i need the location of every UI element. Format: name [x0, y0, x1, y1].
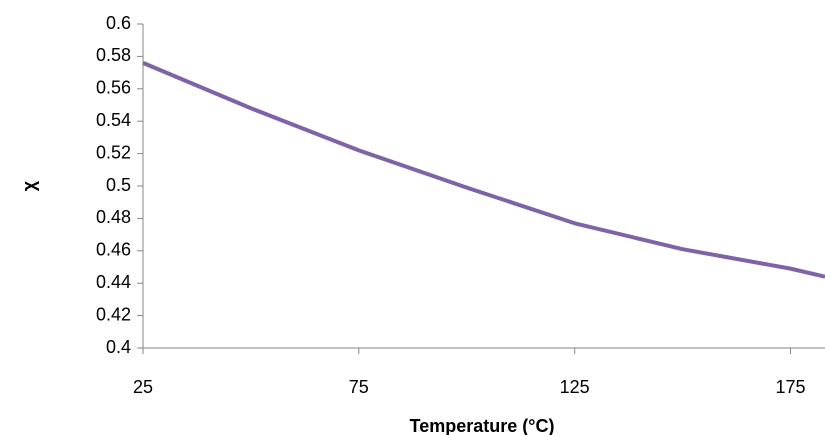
x-tick-label: 175: [775, 377, 805, 397]
y-tick-label: 0.56: [96, 78, 131, 98]
x-axis-title: Temperature (°C): [410, 416, 555, 435]
line-series: [142, 61, 825, 279]
y-tick-label: 0.5: [106, 175, 131, 195]
y-tick-label: 0.58: [96, 45, 131, 65]
y-tick-label: 0.48: [96, 207, 131, 227]
x-tick-label: 25: [133, 377, 153, 397]
y-tick-label: 0.44: [96, 272, 131, 292]
y-tick-label: 0.42: [96, 304, 131, 324]
y-tick-label: 0.52: [96, 142, 131, 162]
y-tick-label: 0.4: [106, 337, 131, 357]
x-tick-label: 75: [349, 377, 369, 397]
x-tick-label: 125: [560, 377, 590, 397]
y-tick-label: 0.46: [96, 240, 131, 260]
y-tick-label: 0.6: [106, 13, 131, 33]
y-axis-title: χ: [19, 180, 39, 191]
y-tick-label: 0.54: [96, 110, 131, 130]
